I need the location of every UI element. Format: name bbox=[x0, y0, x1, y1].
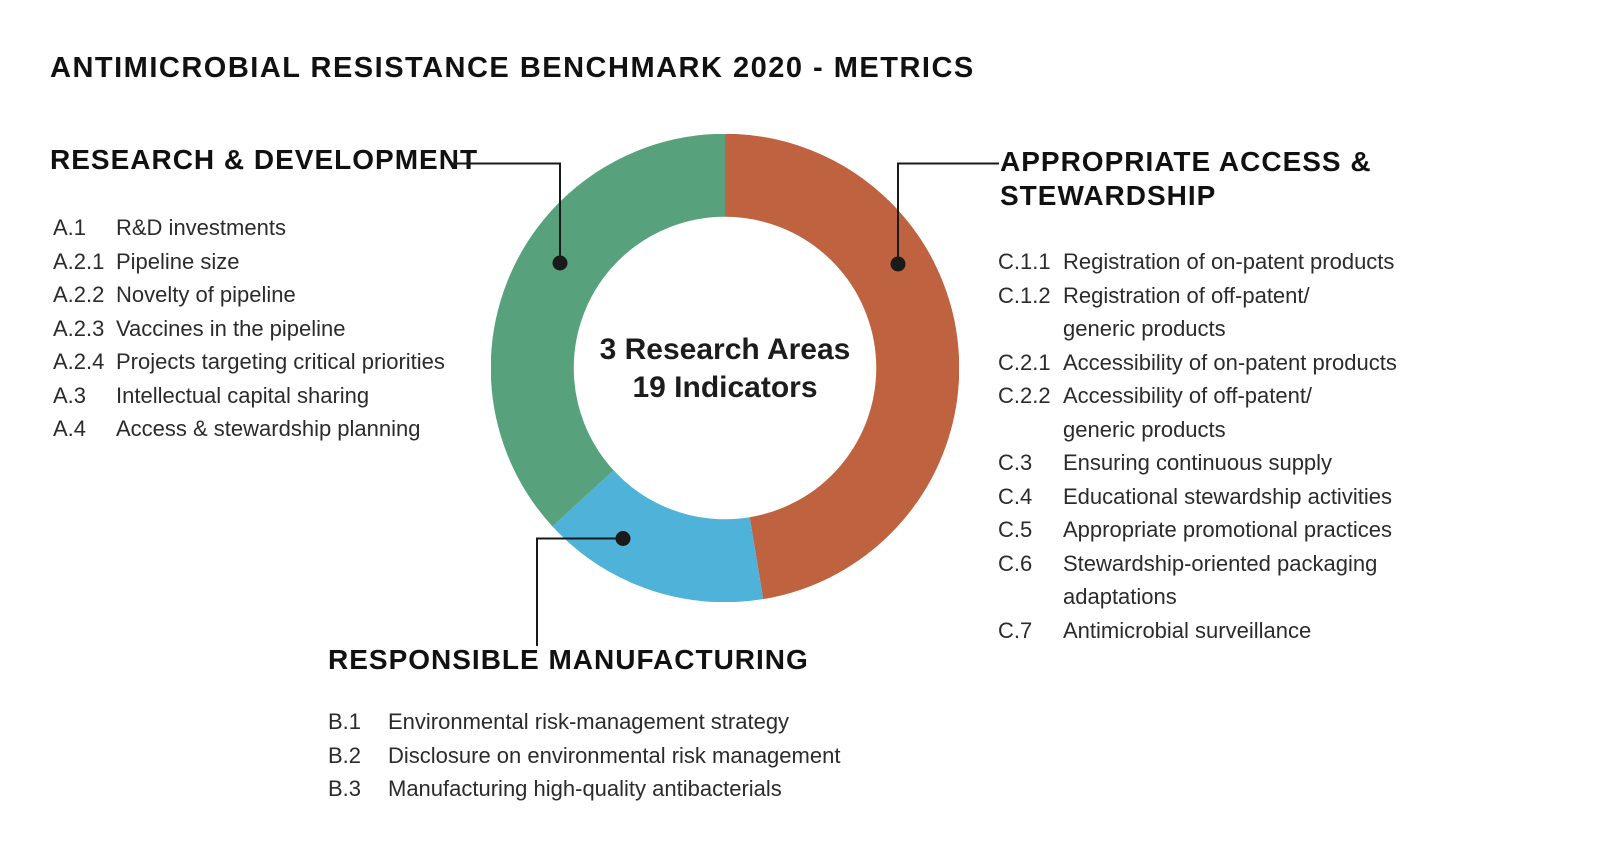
indicator-row: C.1.1 Registration of on-patent products bbox=[998, 245, 1397, 279]
indicator-text: Accessibility of off-patent/ bbox=[1063, 383, 1313, 408]
indicator-id: C.5 bbox=[998, 517, 1033, 542]
indicator-row: B.2 Disclosure on environmental risk mana… bbox=[328, 739, 840, 773]
section-title-appropriate-access-stewardship: APPROPRIATE ACCESS & STEWARDSHIP bbox=[1000, 145, 1372, 213]
indicator-row: C.6 Stewardship-oriented packaging bbox=[998, 547, 1397, 581]
indicator-id bbox=[998, 580, 1063, 614]
indicator-id: A.2.2 bbox=[53, 282, 105, 307]
indicator-text: Registration of on-patent products bbox=[1063, 249, 1395, 274]
indicator-row: generic products bbox=[998, 312, 1397, 346]
indicator-row: C.5 Appropriate promotional practices bbox=[998, 513, 1397, 547]
indicator-id: C.3 bbox=[998, 450, 1033, 475]
donut-chart bbox=[491, 134, 959, 602]
indicator-text: Novelty of pipeline bbox=[116, 282, 296, 307]
indicator-id: C.1.1 bbox=[998, 249, 1051, 274]
indicator-text: Intellectual capital sharing bbox=[116, 382, 370, 408]
indicator-id: C.2.1 bbox=[998, 349, 1051, 375]
donut-segment-responsible-manufacturing bbox=[491, 134, 959, 602]
section-title-responsible-manufacturing: RESPONSIBLE MANUFACTURING bbox=[328, 644, 809, 675]
indicator-id: A.2.3 bbox=[53, 315, 105, 341]
indicator-row: A.2.2 Novelty of pipeline bbox=[53, 278, 445, 312]
indicator-row: generic products bbox=[998, 413, 1397, 447]
indicator-text: Environmental risk-management strategy bbox=[388, 709, 790, 734]
indicator-text: adaptations bbox=[1063, 584, 1177, 609]
donut-center-label: 3 Research Areas 19 Indicators bbox=[565, 331, 885, 407]
indicator-text: Projects targeting critical priorities bbox=[116, 349, 445, 374]
indicator-id: C.7 bbox=[998, 617, 1033, 643]
indicator-id: B.1 bbox=[328, 709, 362, 734]
indicator-row: A.3 Intellectual capital sharing bbox=[53, 379, 445, 413]
indicator-text: Accessibility of on-patent products bbox=[1063, 349, 1397, 375]
indicator-id bbox=[998, 413, 1063, 447]
indicator-row: adaptations bbox=[998, 580, 1397, 614]
indicator-id: C.1.2 bbox=[998, 282, 1051, 308]
donut-center-line1: 3 Research Areas bbox=[599, 333, 851, 366]
indicator-text: Educational stewardship activities bbox=[1063, 483, 1392, 509]
indicator-row: A.4 Access & stewardship planning bbox=[53, 412, 445, 446]
section-title-line2: STEWARDSHIP bbox=[1000, 180, 1217, 211]
indicator-id: B.3 bbox=[328, 776, 362, 801]
indicator-list-appropriate-access-stewardship: C.1.1 Registration of on-patent products C… bbox=[998, 245, 1397, 647]
indicator-row: A.2.3 Vaccines in the pipeline bbox=[53, 312, 445, 346]
indicator-row: A.2.1 Pipeline size bbox=[53, 245, 445, 279]
indicator-text: Registration of off-patent/ bbox=[1063, 282, 1310, 308]
indicator-id: C.4 bbox=[998, 483, 1033, 509]
indicator-id: A.2.4 bbox=[53, 349, 105, 374]
indicator-id: A.1 bbox=[53, 215, 87, 240]
indicator-text: generic products bbox=[1063, 416, 1226, 442]
indicator-id: A.3 bbox=[53, 382, 87, 408]
indicator-text: Stewardship-oriented packaging bbox=[1063, 550, 1378, 576]
indicator-text: Antimicrobial surveillance bbox=[1063, 617, 1312, 643]
indicator-text: generic products bbox=[1063, 316, 1226, 341]
indicator-text: Disclosure on environmental risk managem… bbox=[388, 742, 841, 768]
indicator-id bbox=[998, 312, 1063, 346]
indicator-row: C.2.1 Accessibility of on-patent products bbox=[998, 346, 1397, 380]
donut-center-line2: 19 Indicators bbox=[632, 371, 818, 404]
indicator-list-research-development: A.1 R&D investments A.2.1 Pipeline size A.2.… bbox=[53, 211, 445, 446]
indicator-row: C.2.2 Accessibility of off-patent/ bbox=[998, 379, 1397, 413]
indicator-row: C.7 Antimicrobial surveillance bbox=[998, 614, 1397, 648]
indicator-row: A.1 R&D investments bbox=[53, 211, 445, 245]
indicator-text: Ensuring continuous supply bbox=[1063, 450, 1333, 475]
indicator-text: Vaccines in the pipeline bbox=[116, 315, 346, 341]
indicator-text: Access & stewardship planning bbox=[116, 416, 421, 441]
indicator-id: C.2.2 bbox=[998, 383, 1051, 408]
indicator-text: Pipeline size bbox=[116, 248, 240, 274]
donut-segment-research-development bbox=[491, 134, 959, 602]
indicator-row: C.3 Ensuring continuous supply bbox=[998, 446, 1397, 480]
indicator-row: A.2.4 Projects targeting critical priorit… bbox=[53, 345, 445, 379]
indicator-row: C.4 Educational stewardship activities bbox=[998, 480, 1397, 514]
indicator-id: A.4 bbox=[53, 416, 87, 441]
section-title-research-development: RESEARCH & DEVELOPMENT bbox=[50, 144, 479, 175]
indicator-text: Appropriate promotional practices bbox=[1063, 517, 1392, 542]
indicator-row: B.3 Manufacturing high-quality antibacter… bbox=[328, 772, 840, 806]
indicator-id: C.6 bbox=[998, 550, 1033, 576]
indicator-id: A.2.1 bbox=[53, 248, 105, 274]
indicator-row: C.1.2 Registration of off-patent/ bbox=[998, 279, 1397, 313]
indicator-text: Manufacturing high-quality antibacterial… bbox=[388, 776, 782, 801]
indicator-list-responsible-manufacturing: B.1 Environmental risk-management strateg… bbox=[328, 705, 840, 806]
indicator-id: B.2 bbox=[328, 742, 362, 768]
indicator-text: R&D investments bbox=[116, 215, 286, 240]
indicator-row: B.1 Environmental risk-management strateg… bbox=[328, 705, 840, 739]
section-title-line1: APPROPRIATE ACCESS & bbox=[1000, 146, 1372, 177]
page-title: ANTIMICROBIAL RESISTANCE BENCHMARK 2020 … bbox=[50, 52, 975, 84]
